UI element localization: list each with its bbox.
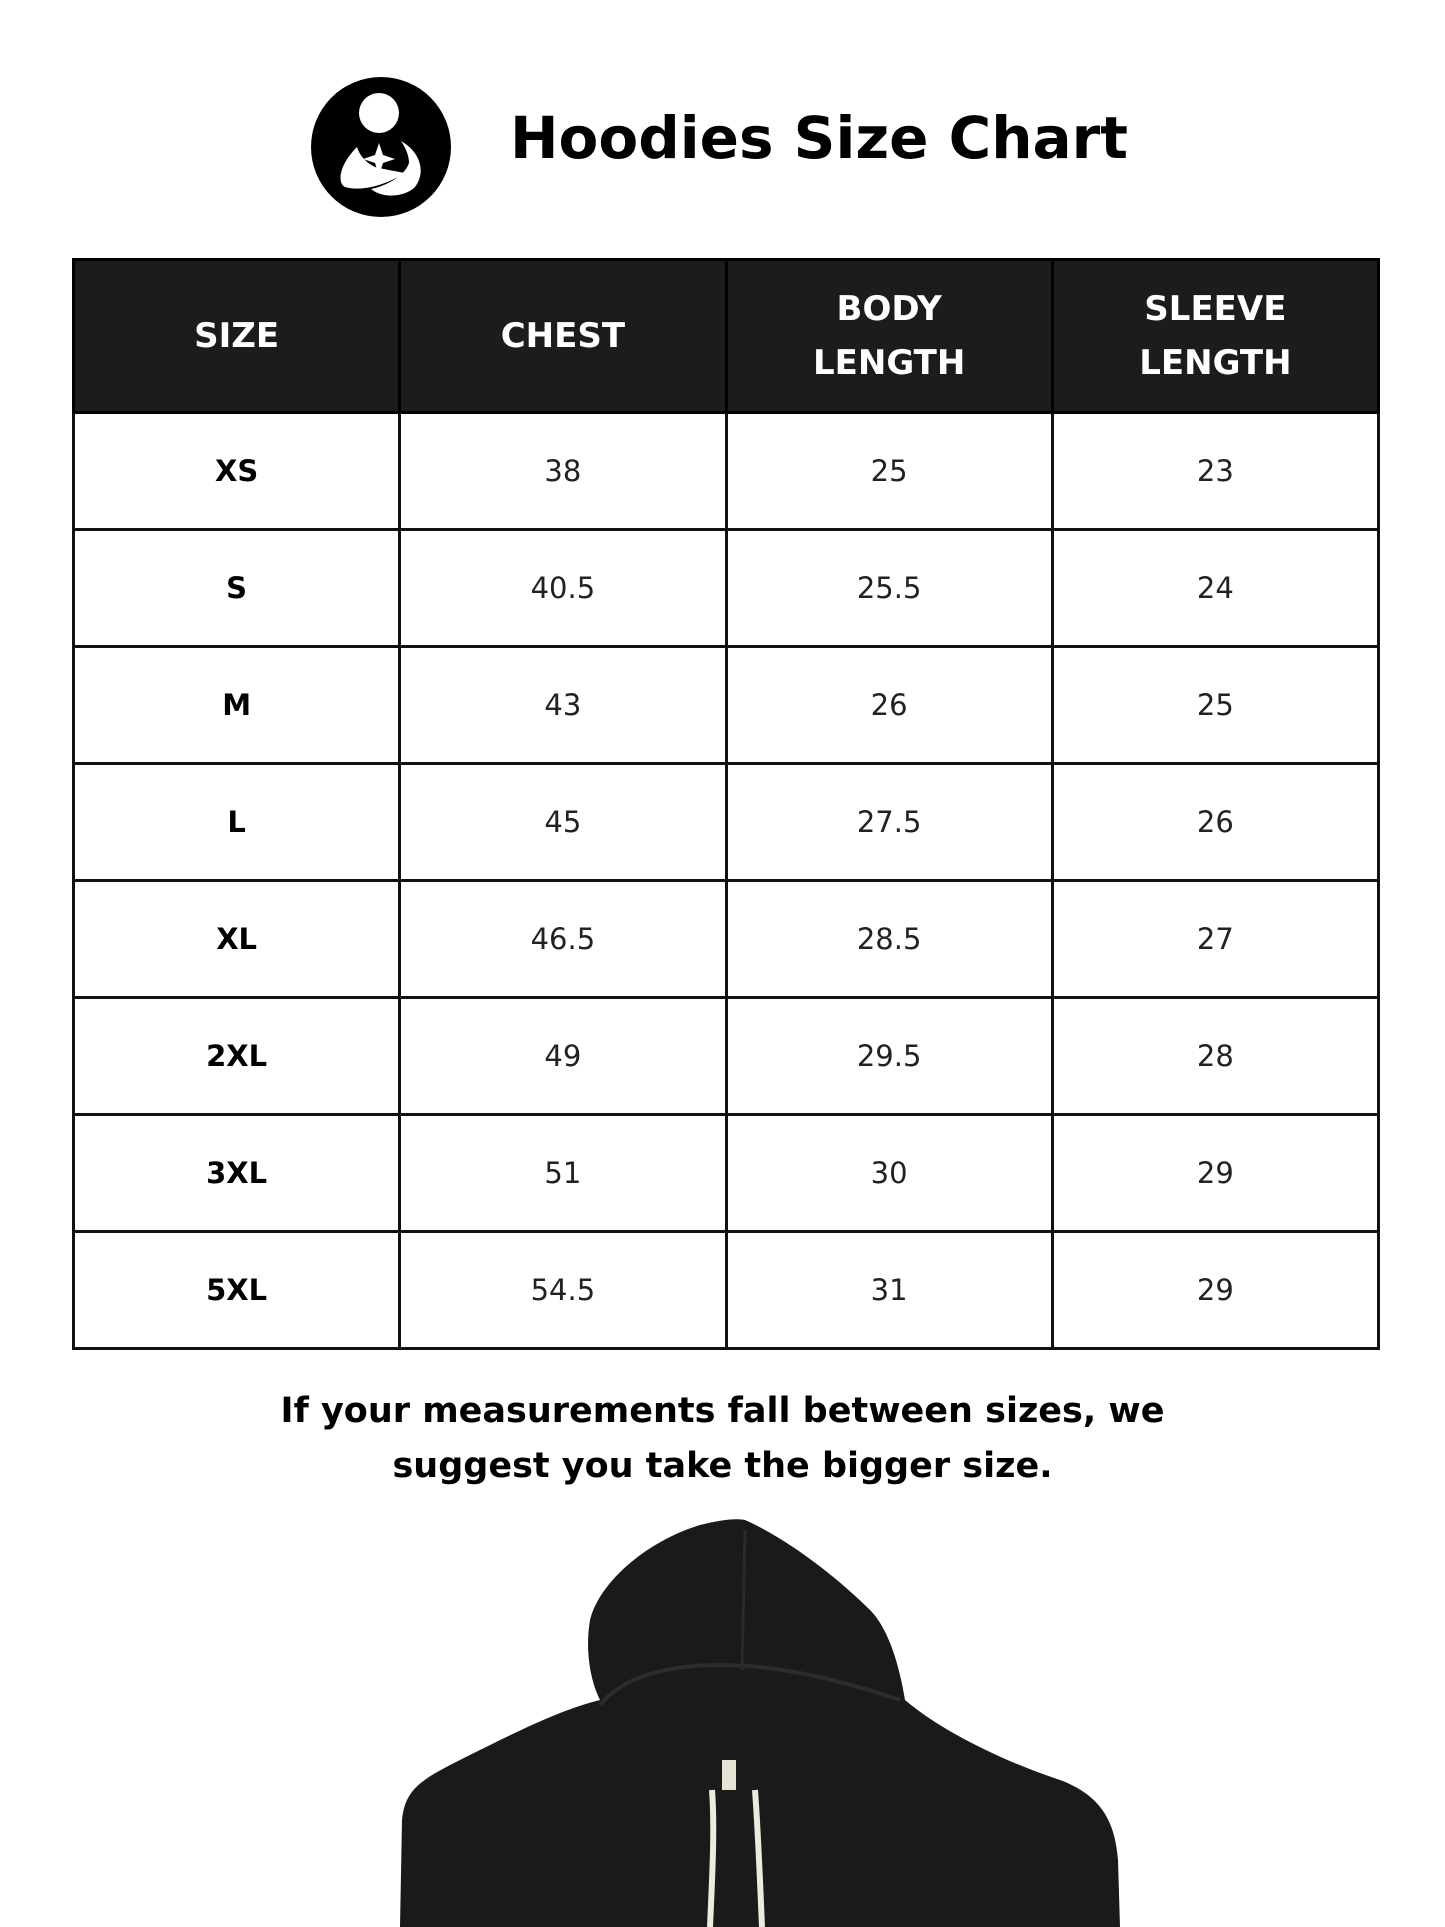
cell-body-length: 25 — [724, 411, 1054, 531]
page-title: Hoodies Size Chart — [510, 104, 1128, 172]
cell-chest: 43 — [398, 645, 728, 765]
column-header-chest: CHEST — [398, 258, 728, 414]
table-row: 2XL 49 29.5 28 — [71, 996, 1381, 1116]
table-row: M 43 26 25 — [71, 645, 1381, 765]
cell-size: 3XL — [71, 1113, 402, 1233]
sizing-note: If your measurements fall between sizes,… — [0, 1384, 1445, 1494]
mother-holding-baby-logo-icon — [311, 77, 451, 217]
cell-size: XS — [71, 411, 402, 531]
table-row: S 40.5 25.5 24 — [71, 528, 1381, 648]
table-row: L 45 27.5 26 — [71, 762, 1381, 882]
cell-sleeve-length: 29 — [1050, 1113, 1381, 1233]
cell-body-length: 31 — [724, 1230, 1054, 1350]
column-header-size: SIZE — [71, 258, 402, 414]
cell-size: 5XL — [71, 1230, 402, 1350]
cell-chest: 38 — [398, 411, 728, 531]
hoodie-body — [400, 1519, 1120, 1927]
table-row: XL 46.5 28.5 27 — [71, 879, 1381, 999]
cell-sleeve-length: 25 — [1050, 645, 1381, 765]
cell-body-length: 29.5 — [724, 996, 1054, 1116]
cell-size: XL — [71, 879, 402, 999]
cell-body-length: 27.5 — [724, 762, 1054, 882]
column-header-sleeve-length: SLEEVE LENGTH — [1050, 258, 1381, 414]
cell-sleeve-length: 24 — [1050, 528, 1381, 648]
cell-body-length: 30 — [724, 1113, 1054, 1233]
cell-chest: 40.5 — [398, 528, 728, 648]
cell-sleeve-length: 29 — [1050, 1230, 1381, 1350]
sizing-note-line-1: If your measurements fall between sizes,… — [280, 1391, 1165, 1431]
cell-body-length: 28.5 — [724, 879, 1054, 999]
table-row: XS 38 25 23 — [71, 411, 1381, 531]
cell-chest: 45 — [398, 762, 728, 882]
cell-chest: 54.5 — [398, 1230, 728, 1350]
drawstring-left — [707, 1789, 717, 1927]
column-header-sleeve-length-label: SLEEVE LENGTH — [1139, 289, 1292, 383]
cell-sleeve-length: 23 — [1050, 411, 1381, 531]
cell-sleeve-length: 28 — [1050, 996, 1381, 1116]
drawstring-right — [752, 1789, 765, 1927]
size-chart-table: SIZE CHEST BODY LENGTH SLEEVE LENGTH XS 3… — [71, 258, 1381, 1350]
column-header-body-length-label: BODY LENGTH — [812, 289, 966, 383]
cell-size: L — [71, 762, 402, 882]
hoodie-image — [400, 1519, 1120, 1927]
cell-size: M — [71, 645, 402, 765]
table-header-row: SIZE CHEST BODY LENGTH SLEEVE LENGTH — [71, 258, 1381, 414]
sizing-note-line-2: suggest you take the bigger size. — [392, 1446, 1053, 1486]
cell-body-length: 25.5 — [724, 528, 1054, 648]
cell-chest: 46.5 — [398, 879, 728, 999]
table-row: 3XL 51 30 29 — [71, 1113, 1381, 1233]
cell-chest: 51 — [398, 1113, 728, 1233]
cell-size: S — [71, 528, 402, 648]
cell-sleeve-length: 26 — [1050, 762, 1381, 882]
column-header-body-length: BODY LENGTH — [724, 258, 1054, 414]
cell-sleeve-length: 27 — [1050, 879, 1381, 999]
cell-body-length: 26 — [724, 645, 1054, 765]
cell-chest: 49 — [398, 996, 728, 1116]
cell-size: 2XL — [71, 996, 402, 1116]
table-row: 5XL 54.5 31 29 — [71, 1230, 1381, 1350]
